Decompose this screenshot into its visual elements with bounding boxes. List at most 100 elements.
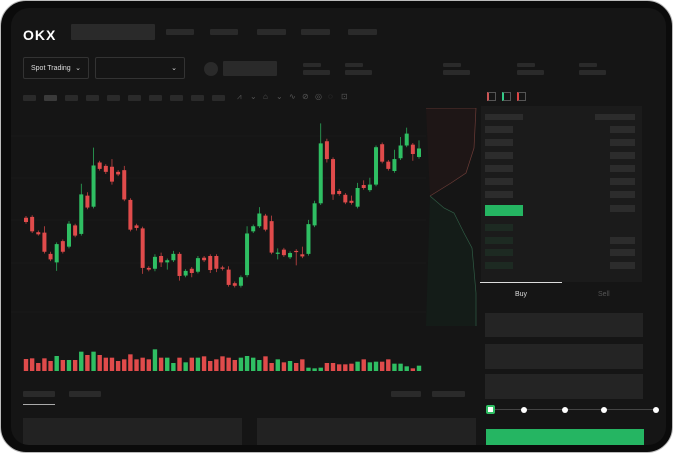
nav-item[interactable] bbox=[301, 29, 330, 35]
depth-asks-line bbox=[426, 108, 477, 197]
tab-history[interactable] bbox=[69, 391, 101, 397]
candle-body bbox=[122, 170, 127, 200]
slider-step[interactable] bbox=[562, 407, 568, 413]
slider-track[interactable] bbox=[489, 409, 657, 410]
slider-handle[interactable] bbox=[486, 405, 495, 414]
filter-button[interactable] bbox=[432, 391, 465, 397]
bid-size bbox=[610, 249, 635, 256]
timeframe-button[interactable] bbox=[128, 95, 141, 101]
candlestick-chart[interactable] bbox=[11, 108, 481, 378]
timeframe-button[interactable] bbox=[170, 95, 183, 101]
volume-bar bbox=[275, 359, 280, 371]
market-selector[interactable]: Spot Trading ⌄ bbox=[23, 57, 89, 79]
volume-bar bbox=[398, 363, 403, 371]
chart-tool-icon[interactable]: ◎ bbox=[315, 92, 322, 101]
search-bar[interactable] bbox=[71, 24, 155, 40]
candle-body bbox=[417, 148, 421, 157]
volume-bar bbox=[257, 360, 262, 371]
timeframe-button[interactable] bbox=[65, 95, 78, 101]
tab-open-orders[interactable] bbox=[23, 391, 55, 397]
candle-body bbox=[337, 190, 342, 194]
chart-tool-icon[interactable]: ⌄ bbox=[276, 92, 283, 101]
buy-tab-underline bbox=[480, 282, 562, 283]
buy-submit-button[interactable] bbox=[486, 429, 644, 445]
price-input[interactable] bbox=[485, 313, 643, 337]
total-input[interactable] bbox=[485, 374, 643, 399]
candle-body bbox=[318, 143, 323, 204]
amount-input[interactable] bbox=[485, 344, 643, 369]
chart-tool-icon[interactable]: ◌ bbox=[328, 92, 333, 101]
candle-body bbox=[269, 221, 274, 253]
nav-item[interactable] bbox=[348, 29, 377, 35]
slider-step[interactable] bbox=[653, 407, 659, 413]
chart-tool-icon[interactable]: ⌄ bbox=[250, 92, 257, 101]
volume-bar bbox=[263, 356, 268, 371]
pair-selector[interactable]: ⌄ bbox=[95, 57, 185, 79]
timeframe-button[interactable] bbox=[23, 95, 36, 101]
chart-tool-icon[interactable]: ⌂ bbox=[263, 92, 268, 101]
volume-bar bbox=[226, 357, 231, 371]
candle-body bbox=[306, 224, 311, 254]
nav-item[interactable] bbox=[257, 29, 286, 35]
stat-value bbox=[345, 70, 372, 75]
candle-body bbox=[202, 257, 207, 261]
candle-body bbox=[232, 283, 237, 286]
chart-tool-icon[interactable]: ⊡ bbox=[341, 92, 348, 101]
volume-bar bbox=[91, 351, 96, 371]
volume-bar bbox=[134, 359, 139, 371]
volume-bar bbox=[281, 362, 287, 371]
last-price bbox=[485, 205, 523, 216]
bid-size bbox=[610, 237, 635, 244]
volume-bar bbox=[379, 361, 385, 371]
nav-item[interactable] bbox=[166, 29, 194, 35]
candle-body bbox=[60, 241, 65, 252]
slider-step[interactable] bbox=[521, 407, 527, 413]
orderbook-sell-icon[interactable] bbox=[517, 92, 526, 101]
timeframe-button[interactable] bbox=[86, 95, 99, 101]
tab-buy[interactable]: Buy bbox=[515, 291, 528, 298]
timeframe-button[interactable] bbox=[191, 95, 204, 101]
orderbook-buy-icon[interactable] bbox=[502, 92, 511, 101]
chart-tool-icon[interactable]: ⩘ bbox=[237, 92, 242, 101]
volume-bar bbox=[115, 361, 121, 371]
timeframe-button[interactable] bbox=[107, 95, 120, 101]
orderbook-both-icon[interactable] bbox=[487, 92, 496, 101]
chart-tool-icon[interactable]: ∿ bbox=[289, 92, 296, 101]
volume-bar bbox=[324, 363, 330, 371]
order-card bbox=[23, 418, 242, 445]
candle-body bbox=[183, 270, 188, 276]
volume-bar bbox=[336, 364, 342, 371]
timeframe-button[interactable] bbox=[212, 95, 225, 101]
order-card bbox=[257, 418, 476, 445]
nav-item[interactable] bbox=[210, 29, 238, 35]
ask-price bbox=[485, 191, 513, 198]
slider-step[interactable] bbox=[601, 407, 607, 413]
candle-body bbox=[398, 145, 403, 159]
volume-bar bbox=[208, 361, 213, 371]
volume-bar bbox=[72, 360, 78, 371]
timeframe-button[interactable] bbox=[44, 95, 57, 101]
app-screen: OKX Spot Trading ⌄ ⌄ Buy Sell ⩘ ⌄ ⌂ ⌄ ∿ ⊘ ◎ ◌ ⊡ bbox=[11, 8, 666, 445]
stat-value bbox=[579, 70, 606, 75]
volume-bar bbox=[238, 357, 244, 371]
volume-bar bbox=[29, 358, 35, 371]
candle-body bbox=[146, 267, 151, 270]
candle-body bbox=[343, 194, 348, 203]
ask-size bbox=[610, 178, 635, 185]
candle-body bbox=[97, 162, 102, 169]
candle-body bbox=[410, 144, 415, 154]
stat-label bbox=[443, 63, 461, 67]
tab-sell[interactable]: Sell bbox=[598, 291, 610, 298]
candle-body bbox=[355, 188, 360, 207]
candle-body bbox=[238, 277, 243, 286]
candle-body bbox=[54, 244, 59, 263]
volume-bar bbox=[146, 359, 152, 371]
timeframe-button[interactable] bbox=[149, 95, 162, 101]
volume-bar bbox=[128, 354, 133, 371]
candle-body bbox=[294, 250, 299, 253]
filter-button[interactable] bbox=[391, 391, 421, 397]
chart-tool-icon[interactable]: ⊘ bbox=[302, 92, 309, 101]
volume-bar bbox=[410, 368, 416, 371]
volume-bar bbox=[349, 363, 354, 371]
candle-body bbox=[30, 216, 35, 232]
